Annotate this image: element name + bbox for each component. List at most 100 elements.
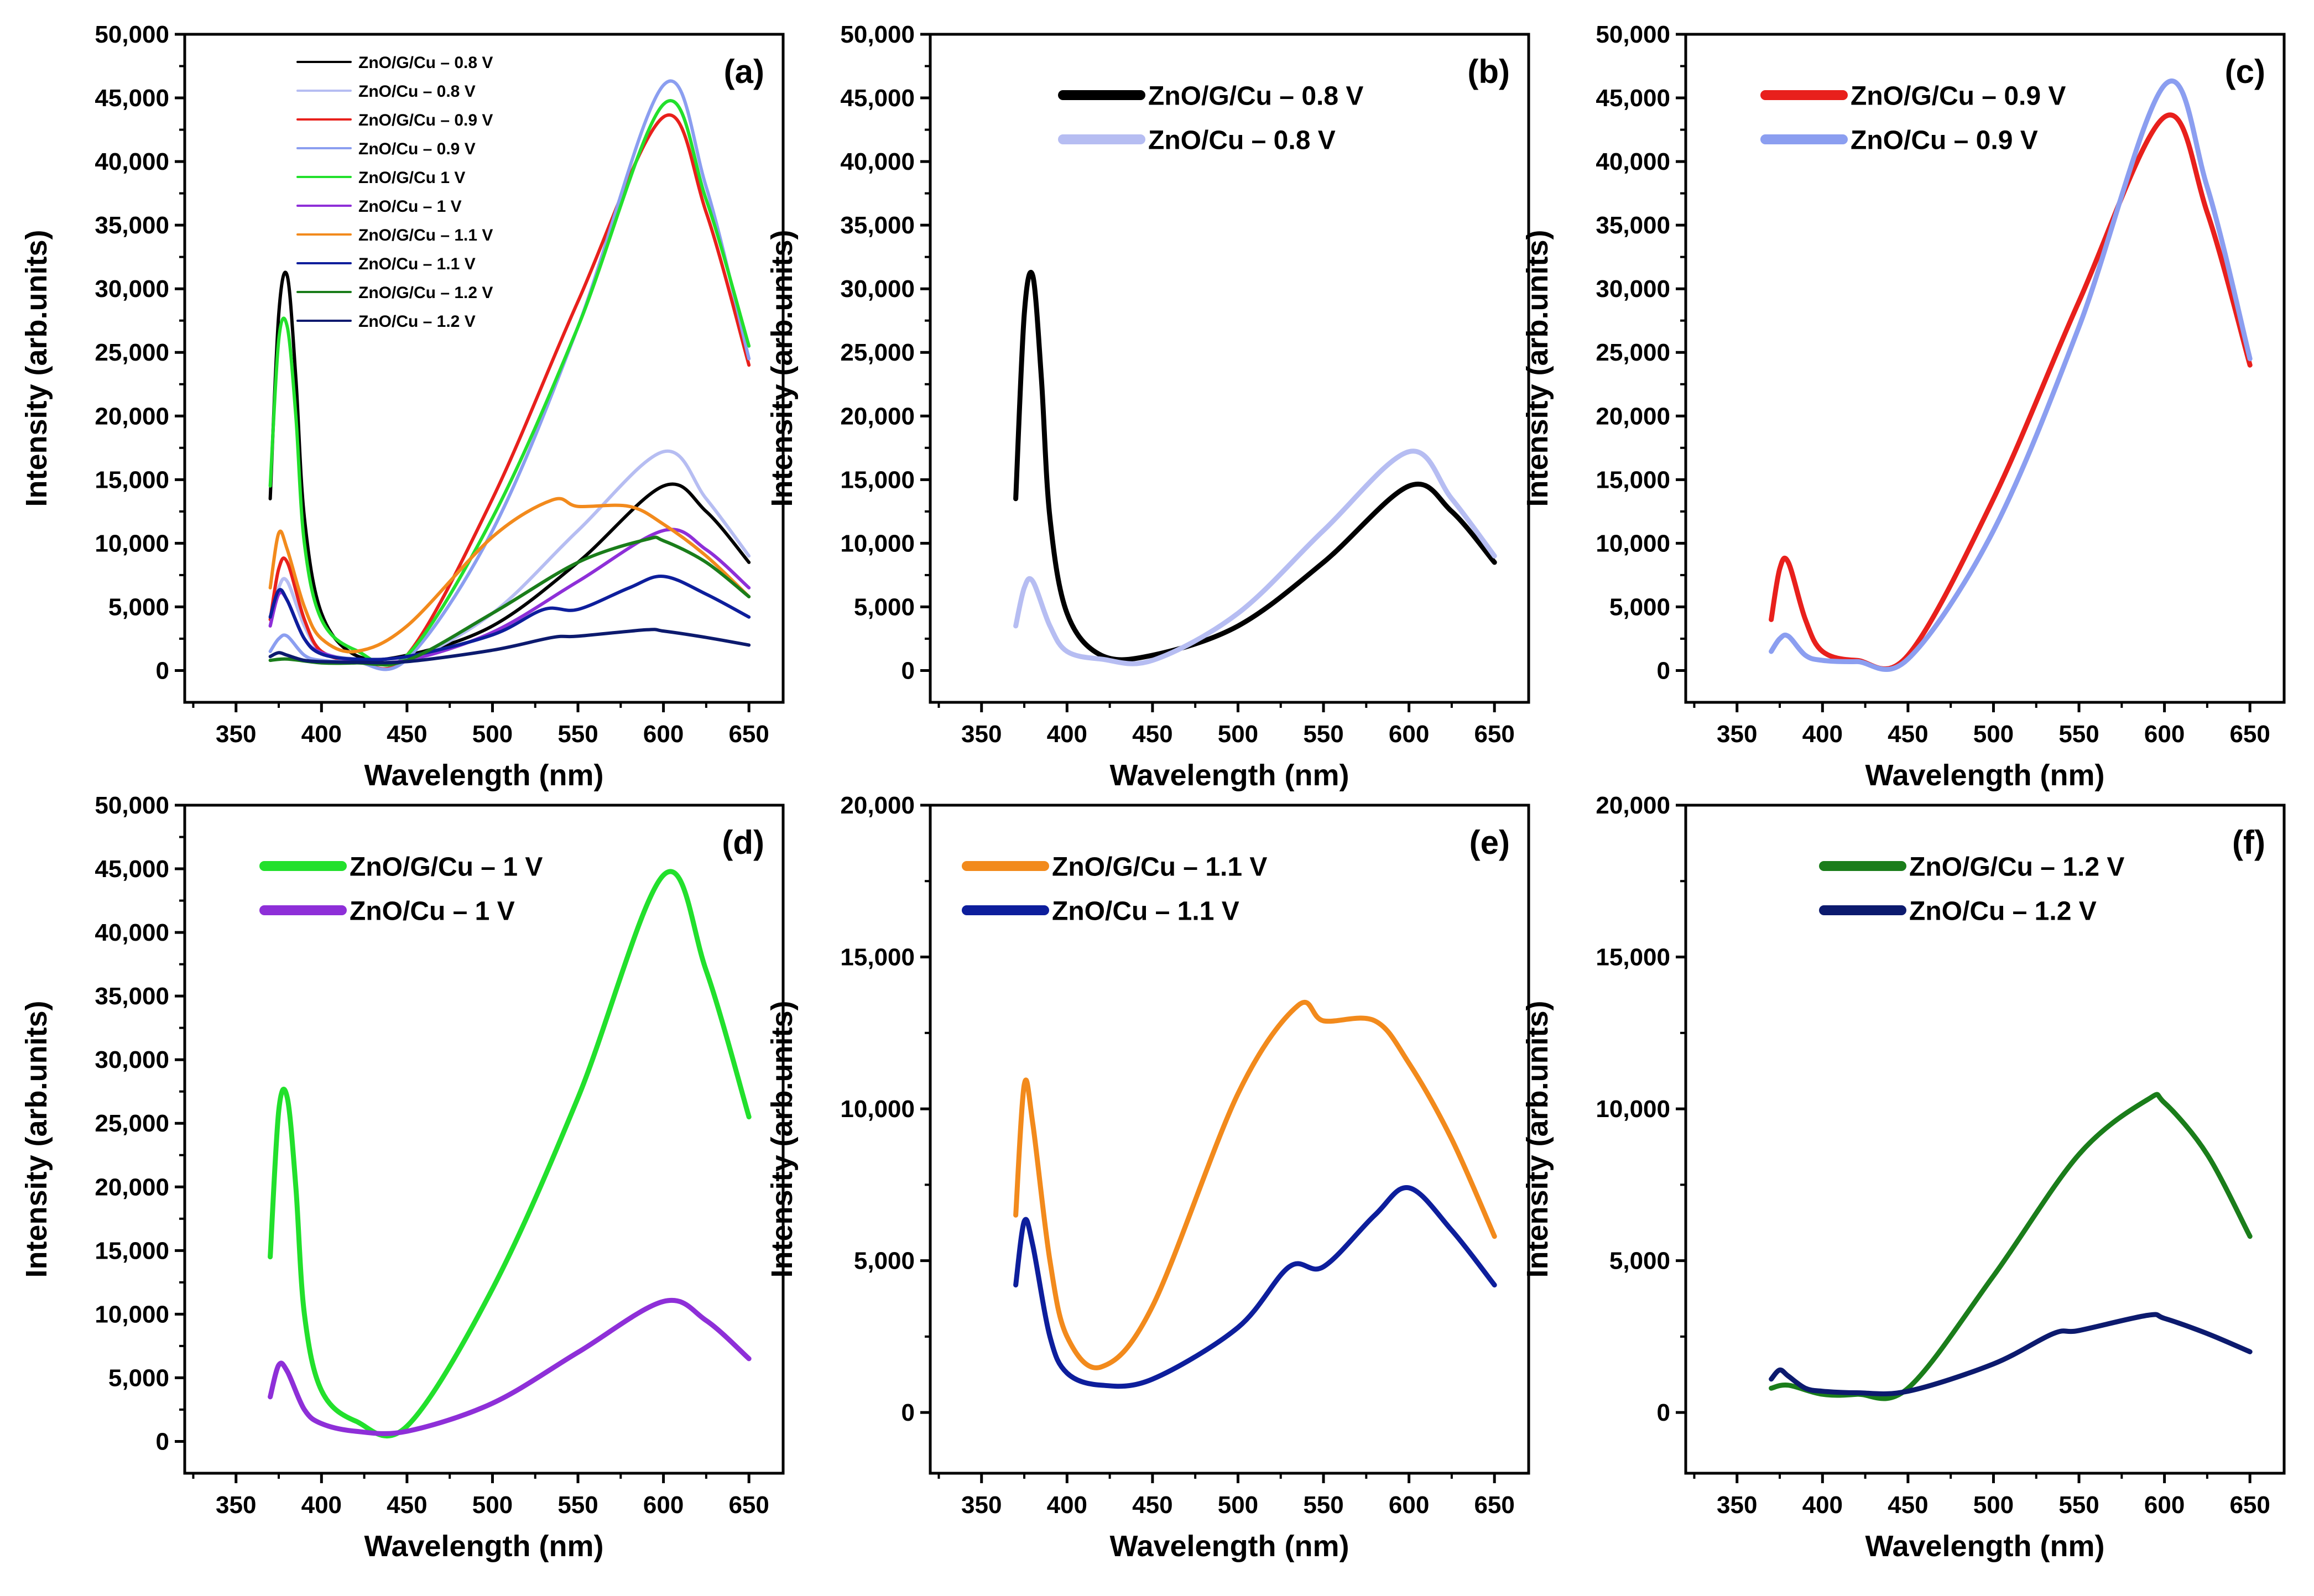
series-line-3 xyxy=(268,113,751,671)
plot-frame xyxy=(929,33,1530,704)
y-tick-label: 30,000 xyxy=(95,275,169,302)
y-tick-label: 40,000 xyxy=(95,148,169,175)
x-axis-title: Wavelength (nm) xyxy=(1865,1530,2104,1563)
y-axis-title: Intensity (arb.units) xyxy=(765,1000,799,1277)
x-tick-label: 350 xyxy=(1717,721,1757,748)
y-tick-label: 20,000 xyxy=(95,1173,169,1201)
x-tick-label: 400 xyxy=(301,1491,342,1519)
x-axis-title: Wavelength (nm) xyxy=(1109,1530,1349,1563)
panel-b: 350 400 450 500 550 600 650 0 5,000 10,000 15,000 2… xyxy=(765,21,1530,792)
y-tick-label: 45,000 xyxy=(95,85,169,112)
y-tick-label: 45,000 xyxy=(1596,85,1670,112)
x-tick-label: 550 xyxy=(557,1491,598,1519)
x-tick-label: 450 xyxy=(1888,1491,1928,1519)
panel-letter: (a) xyxy=(724,53,764,90)
x-tick-label: 500 xyxy=(1973,721,2014,748)
x-tick-label: 500 xyxy=(472,1491,513,1519)
plot-frame xyxy=(183,804,785,1475)
y-tick-label: 20,000 xyxy=(840,792,915,819)
y-tick-label: 5,000 xyxy=(108,1364,169,1391)
series-line-1 xyxy=(1013,270,1497,663)
x-tick-label: 650 xyxy=(2229,1491,2270,1519)
plot-frame xyxy=(1684,804,2286,1475)
x-tick-label: 400 xyxy=(1802,1491,1843,1519)
x-tick-label: 500 xyxy=(472,721,513,748)
plot-frame xyxy=(183,33,785,704)
x-tick-label: 400 xyxy=(1047,1491,1087,1519)
x-axis-title: Wavelength (nm) xyxy=(364,759,603,792)
y-tick-label: 10,000 xyxy=(95,1301,169,1328)
series-line-1 xyxy=(268,869,752,1439)
legend-label: ZnO/Cu – 1.1 V xyxy=(358,255,476,273)
legend-label: ZnO/Cu – 0.9 V xyxy=(1851,126,2038,155)
legend-label: ZnO/G/Cu – 0.9 V xyxy=(1851,81,2066,111)
y-tick-label: 30,000 xyxy=(840,275,915,302)
y-tick-label: 20,000 xyxy=(1596,792,1670,819)
legend-label: ZnO/G/Cu – 1.1 V xyxy=(358,226,493,244)
series-line-10 xyxy=(268,628,751,665)
y-tick-label: 0 xyxy=(156,1428,169,1455)
y-tick-label: 30,000 xyxy=(95,1046,169,1073)
legend-label: ZnO/G/Cu – 1 V xyxy=(350,852,543,882)
y-tick-label: 0 xyxy=(1657,1399,1670,1426)
y-tick-label: 50,000 xyxy=(840,21,915,48)
x-tick-label: 550 xyxy=(2058,1491,2099,1519)
x-tick-label: 600 xyxy=(1389,1491,1429,1519)
y-tick-label: 15,000 xyxy=(840,944,915,971)
panel-c: 350 400 450 500 550 600 650 0 5,000 10,000 15,000 2… xyxy=(1521,21,2286,792)
legend-label: ZnO/Cu – 1 V xyxy=(358,197,462,216)
legend: ZnO/G/Cu – 1 V ZnO/Cu – 1 V xyxy=(259,852,543,926)
series-line-4 xyxy=(268,79,751,671)
series-line-2 xyxy=(268,1297,752,1436)
legend-label: ZnO/Cu – 0.8 V xyxy=(358,82,476,101)
plot-frame xyxy=(1684,33,2286,704)
y-tick-label: 0 xyxy=(901,1399,915,1426)
y-tick-label: 35,000 xyxy=(95,983,169,1010)
y-tick-label: 10,000 xyxy=(1596,1096,1670,1123)
y-axis-title: Intensity (arb.units) xyxy=(20,230,53,507)
y-tick-label: 10,000 xyxy=(95,530,169,557)
x-tick-label: 600 xyxy=(2144,1491,2185,1519)
y-tick-label: 20,000 xyxy=(95,403,169,430)
panel-a: 350 400 450 500 550 600 650 0 5,000 10,000 15,000 2… xyxy=(20,21,785,792)
x-tick-label: 400 xyxy=(301,721,342,748)
y-tick-label: 15,000 xyxy=(1596,466,1670,493)
y-tick-label: 0 xyxy=(156,657,169,684)
x-tick-label: 550 xyxy=(557,721,598,748)
y-tick-label: 0 xyxy=(901,657,915,684)
y-tick-label: 25,000 xyxy=(840,339,915,366)
panel-letter: (b) xyxy=(1467,53,1510,90)
y-axis-title: Intensity (arb.units) xyxy=(1521,1000,1554,1277)
legend: ZnO/G/Cu – 0.8 V ZnO/Cu – 0.8 V ZnO/G/Cu –… xyxy=(296,54,493,331)
y-tick-label: 10,000 xyxy=(840,1096,915,1123)
legend-label: ZnO/G/Cu – 1.1 V xyxy=(1052,852,1267,882)
x-tick-label: 450 xyxy=(387,721,427,748)
y-tick-label: 5,000 xyxy=(1609,593,1670,620)
x-tick-label: 550 xyxy=(1303,721,1343,748)
y-tick-label: 20,000 xyxy=(840,403,915,430)
y-tick-label: 0 xyxy=(1657,657,1670,684)
x-tick-label: 650 xyxy=(1474,721,1514,748)
x-tick-label: 600 xyxy=(2144,721,2185,748)
x-tick-label: 650 xyxy=(728,1491,769,1519)
x-tick-label: 400 xyxy=(1802,721,1843,748)
x-tick-label: 450 xyxy=(1888,721,1928,748)
y-tick-label: 45,000 xyxy=(840,85,915,112)
series-line-1 xyxy=(1769,1092,2253,1401)
y-tick-label: 35,000 xyxy=(840,212,915,239)
y-tick-label: 25,000 xyxy=(1596,339,1670,366)
panel-f: 350 400 450 500 550 600 650 0 5,000 10,000 15,000 2… xyxy=(1521,792,2286,1563)
y-tick-label: 40,000 xyxy=(840,148,915,175)
y-axis-title: Intensity (arb.units) xyxy=(20,1000,53,1277)
legend: ZnO/G/Cu – 1.2 V ZnO/Cu – 1.2 V xyxy=(1819,852,2124,926)
y-tick-label: 35,000 xyxy=(95,212,169,239)
y-tick-label: 5,000 xyxy=(854,593,915,620)
y-tick-label: 5,000 xyxy=(108,593,169,620)
y-tick-label: 50,000 xyxy=(95,21,169,48)
x-tick-label: 500 xyxy=(1218,721,1258,748)
y-tick-label: 15,000 xyxy=(840,466,915,493)
series-line-8 xyxy=(268,575,751,661)
legend-label: ZnO/Cu – 1 V xyxy=(350,896,515,926)
x-tick-label: 600 xyxy=(1389,721,1429,748)
x-axis-title: Wavelength (nm) xyxy=(1109,759,1349,792)
